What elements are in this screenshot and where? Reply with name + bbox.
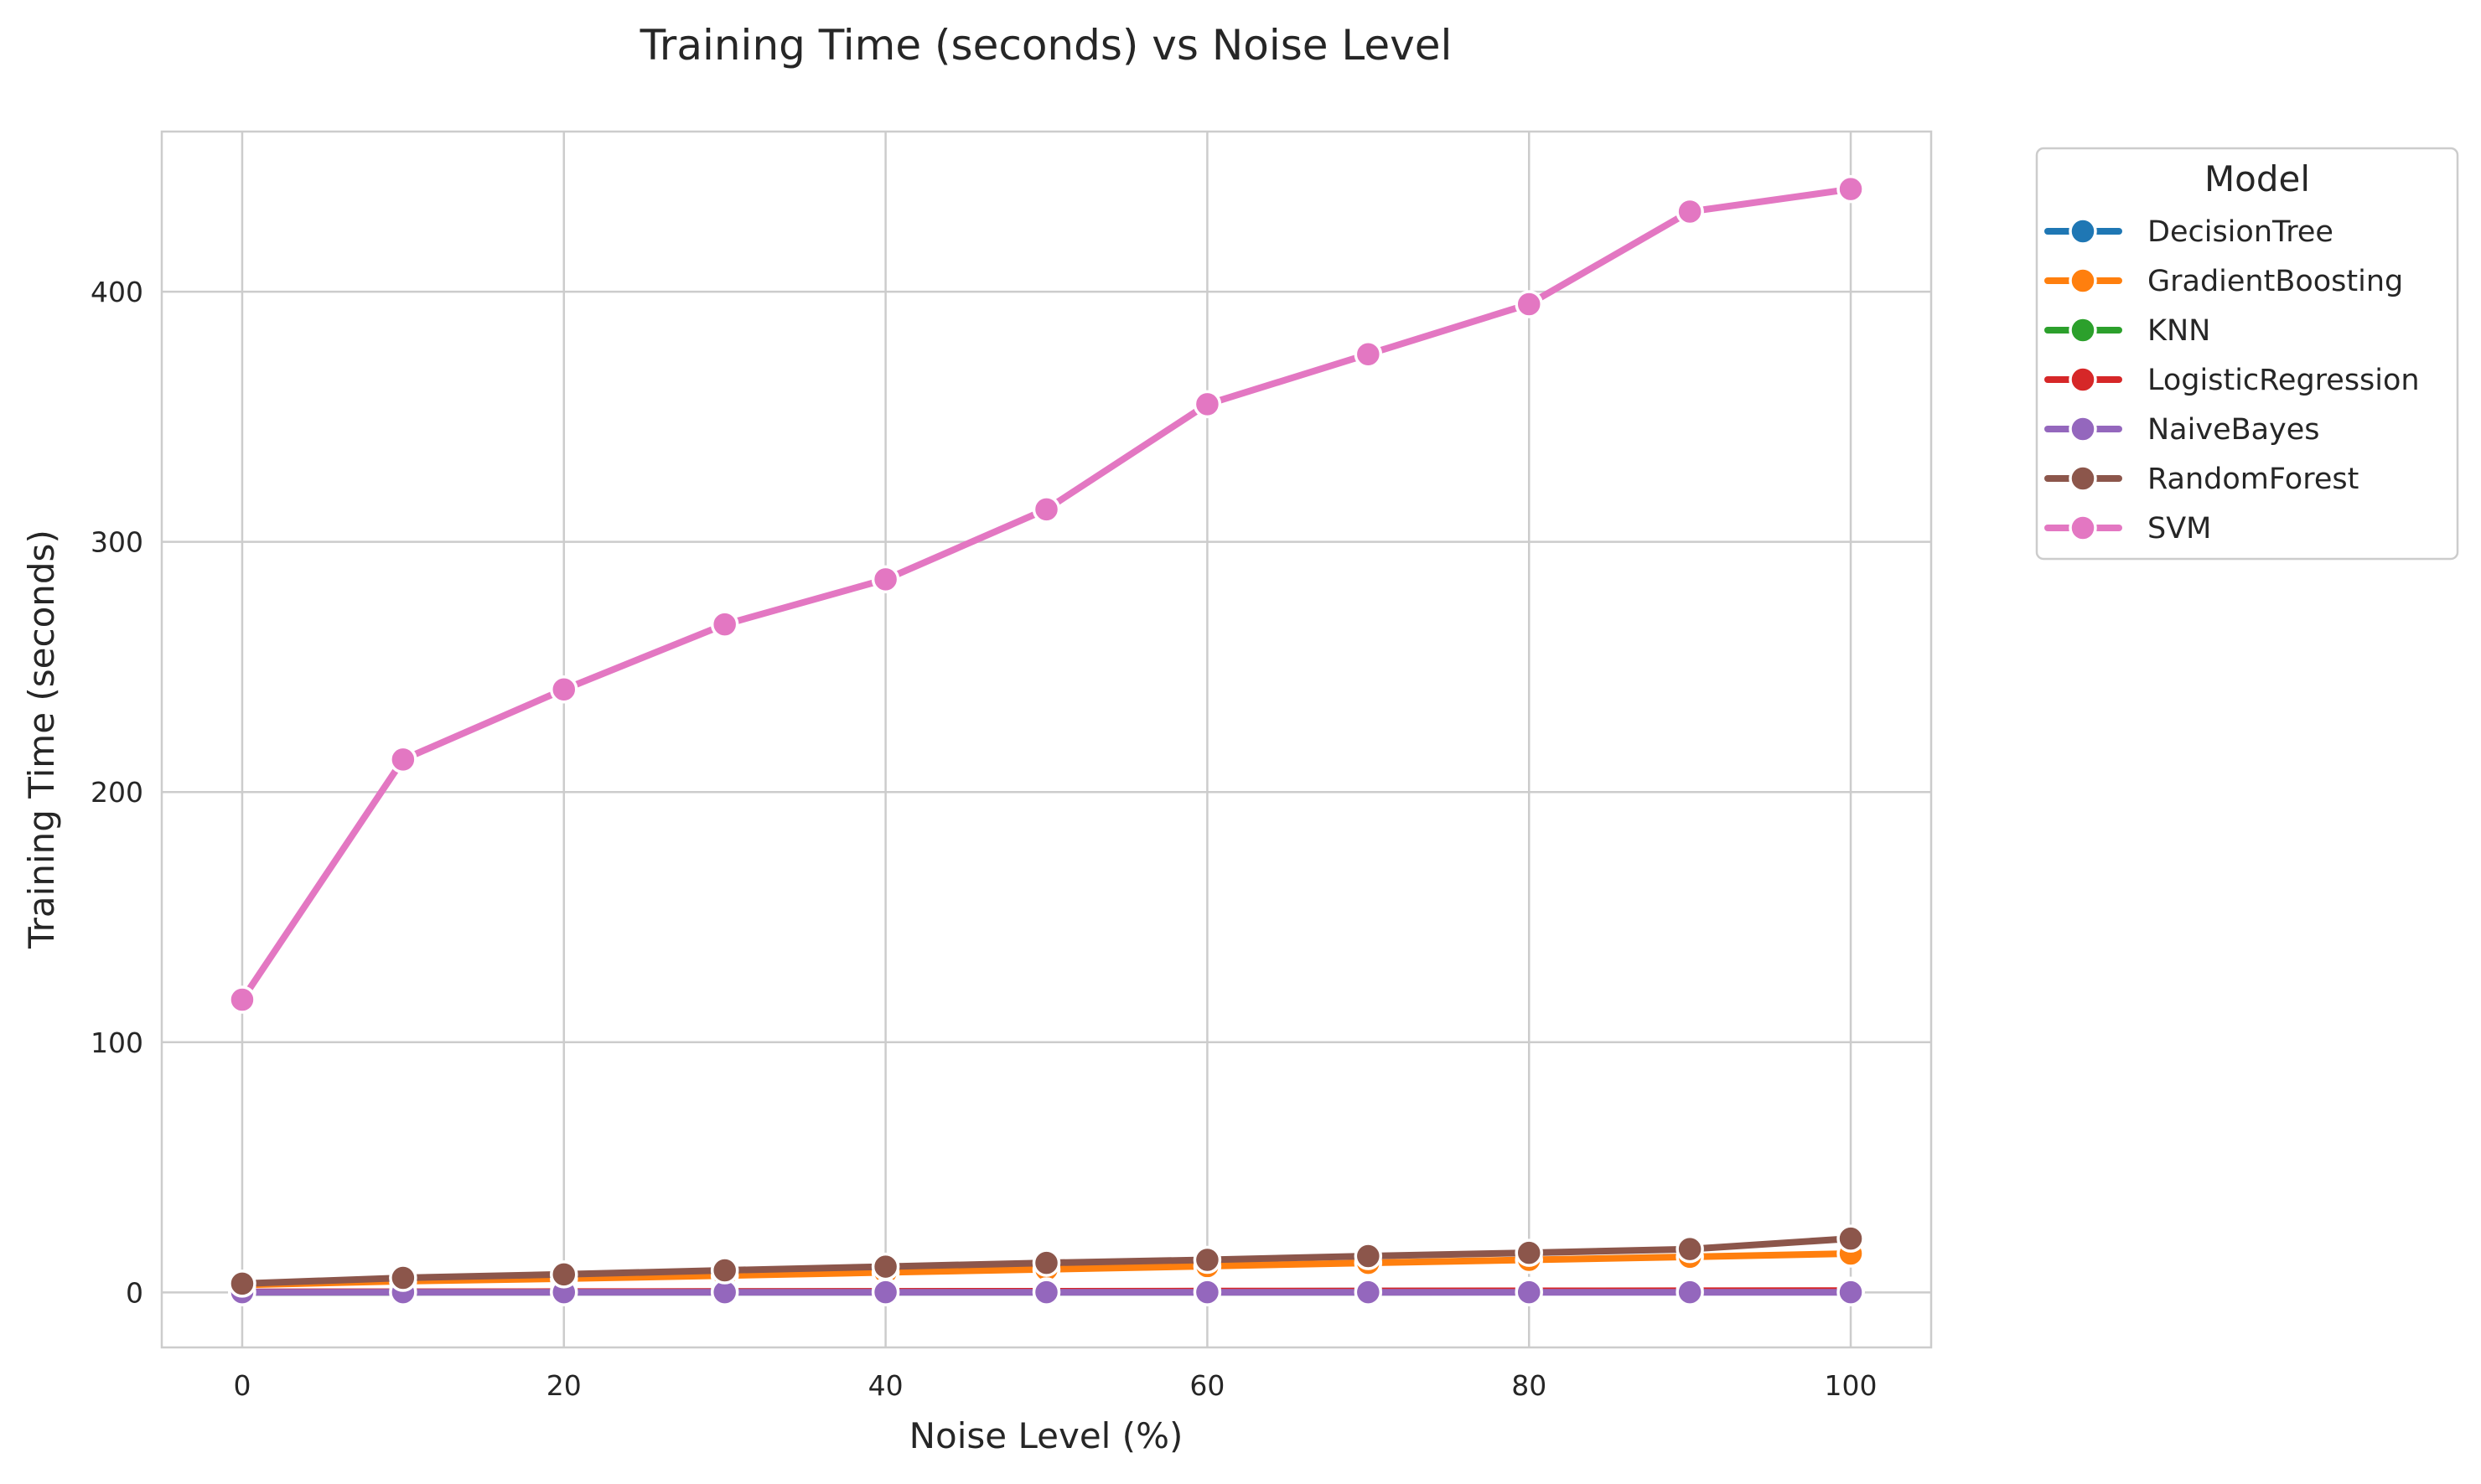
- legend-label: KNN: [2147, 314, 2210, 348]
- legend-label: DecisionTree: [2147, 215, 2333, 249]
- data-point: [871, 1252, 900, 1281]
- legend-marker: [2069, 514, 2097, 542]
- legend-label: GradientBoosting: [2147, 265, 2403, 298]
- legend-marker: [2069, 266, 2097, 295]
- data-point: [1836, 1278, 1865, 1306]
- chart-title: Training Time (seconds) vs Noise Level: [640, 21, 1453, 70]
- x-tick-label: 80: [1511, 1369, 1546, 1402]
- data-point: [1676, 1278, 1704, 1306]
- legend-item-logisticregression: LogisticRegression: [2044, 364, 2420, 397]
- data-point: [1515, 290, 1543, 318]
- x-tick-label: 20: [546, 1369, 582, 1402]
- legend-frame: [2035, 147, 2459, 561]
- x-tick-label: 100: [1825, 1369, 1878, 1402]
- data-point: [871, 1278, 900, 1306]
- legend: Model DecisionTree GradientBoosting KNN Log…: [2035, 147, 2459, 561]
- data-point: [1193, 390, 1222, 419]
- series-randomforest: [228, 1224, 1865, 1298]
- legend-label: SVM: [2147, 512, 2211, 546]
- x-tick-label: 40: [868, 1369, 904, 1402]
- data-point: [1032, 1249, 1061, 1277]
- axis-ticks: 0 20 40 60 80 100 0 100 200 300 400: [91, 276, 1878, 1402]
- legend-marker: [2069, 464, 2097, 493]
- data-point: [710, 1256, 739, 1285]
- legend-item-naivebayes: NaiveBayes: [2044, 413, 2320, 447]
- legend-item-svm: SVM: [2044, 512, 2211, 546]
- legend-title: Model: [2204, 158, 2310, 199]
- series-lines: [228, 174, 1865, 1306]
- grid: [162, 132, 1931, 1347]
- x-axis-label: Noise Level (%): [909, 1415, 1184, 1456]
- legend-marker: [2069, 365, 2097, 394]
- data-point: [1193, 1278, 1222, 1306]
- data-point: [550, 675, 578, 704]
- x-tick-label: 60: [1189, 1369, 1225, 1402]
- y-tick-label: 300: [91, 526, 143, 559]
- plot-area: [160, 130, 1933, 1349]
- data-point: [389, 745, 417, 774]
- legend-marker: [2069, 415, 2097, 443]
- legend-items: DecisionTree GradientBoosting KNN LogisticR…: [2044, 215, 2420, 546]
- legend-item-gradientboosting: GradientBoosting: [2044, 265, 2403, 298]
- legend-marker: [2069, 217, 2097, 246]
- data-point: [1032, 1278, 1061, 1306]
- y-tick-label: 0: [126, 1276, 143, 1309]
- data-point: [1193, 1245, 1222, 1275]
- y-tick-label: 100: [91, 1026, 143, 1059]
- data-point: [1032, 495, 1061, 524]
- y-tick-label: 400: [91, 276, 143, 308]
- data-point: [1676, 1234, 1704, 1264]
- y-tick-label: 200: [91, 776, 143, 809]
- legend-item-knn: KNN: [2044, 314, 2210, 348]
- data-point: [228, 1269, 256, 1298]
- data-point: [1515, 1278, 1543, 1306]
- legend-label: NaiveBayes: [2147, 413, 2320, 447]
- y-axis-label: Training Time (seconds): [21, 530, 62, 949]
- data-point: [1836, 174, 1865, 204]
- legend-item-decisiontree: DecisionTree: [2044, 215, 2333, 249]
- data-point: [550, 1260, 578, 1289]
- data-point: [1676, 197, 1704, 226]
- legend-item-randomforest: RandomForest: [2044, 463, 2359, 496]
- data-point: [1836, 1224, 1865, 1253]
- data-point: [389, 1264, 417, 1292]
- legend-label: LogisticRegression: [2147, 364, 2420, 397]
- legend-marker: [2069, 316, 2097, 344]
- data-point: [1354, 1278, 1383, 1306]
- data-point: [1354, 1242, 1383, 1270]
- series-svm: [228, 174, 1865, 1014]
- data-point: [1354, 339, 1383, 369]
- legend-label: RandomForest: [2147, 463, 2359, 496]
- data-point: [871, 565, 900, 594]
- data-point: [1515, 1238, 1543, 1267]
- data-point: [710, 610, 739, 639]
- x-tick-label: 0: [233, 1369, 251, 1402]
- data-point: [228, 985, 256, 1014]
